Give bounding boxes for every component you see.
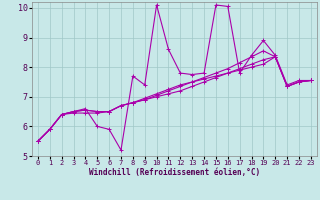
X-axis label: Windchill (Refroidissement éolien,°C): Windchill (Refroidissement éolien,°C): [89, 168, 260, 177]
